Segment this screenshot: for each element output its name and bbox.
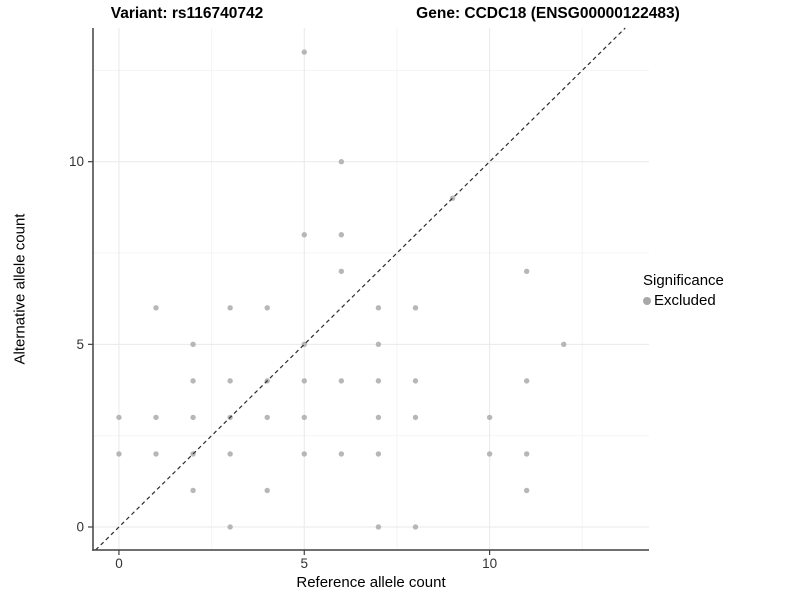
- data-point: [190, 414, 196, 421]
- data-point: [412, 305, 419, 311]
- y-tick-label: 5: [76, 337, 84, 352]
- data-point: [264, 305, 270, 311]
- y-tick-label: 10: [69, 154, 84, 169]
- data-point: [375, 305, 382, 311]
- data-point: [486, 414, 493, 421]
- identity-line: [95, 27, 626, 551]
- data-point: [227, 451, 233, 457]
- data-point: [264, 414, 270, 421]
- data-point: [412, 378, 419, 384]
- data-point: [523, 268, 530, 274]
- legend-title: Significance: [643, 272, 724, 289]
- data-point: [153, 451, 159, 457]
- data-point: [523, 451, 530, 457]
- data-point: [227, 305, 233, 311]
- data-point: [301, 232, 307, 238]
- data-point: [375, 524, 382, 530]
- data-point: [338, 268, 345, 274]
- data-point: [264, 487, 270, 494]
- data-point: [227, 524, 233, 530]
- data-point: [375, 378, 382, 384]
- data-point: [523, 487, 530, 494]
- data-point: [227, 378, 233, 384]
- x-tick-label: 0: [115, 556, 123, 571]
- data-point: [375, 341, 382, 348]
- data-point: [338, 378, 345, 384]
- data-point: [190, 341, 196, 348]
- data-point: [301, 451, 307, 457]
- data-point: [338, 158, 345, 165]
- data-point: [153, 305, 159, 311]
- y-tick-label: 0: [76, 519, 84, 534]
- data-point: [190, 487, 196, 494]
- data-point: [561, 341, 567, 348]
- data-point: [338, 232, 345, 238]
- legend-entry-label: Excluded: [654, 292, 716, 309]
- data-point: [116, 451, 122, 457]
- data-point: [486, 451, 493, 457]
- x-axis-title: Reference allele count: [296, 574, 446, 591]
- gene-title: Gene: CCDC18 (ENSG00000122483): [416, 5, 680, 22]
- legend-entry: Excluded: [643, 292, 724, 309]
- data-point: [301, 414, 307, 421]
- data-point: [412, 414, 419, 421]
- data-point: [375, 451, 382, 457]
- variant-title: Variant: rs116740742: [110, 5, 264, 22]
- data-point: [116, 414, 122, 421]
- data-point: [153, 414, 159, 421]
- data-point: [190, 378, 196, 384]
- data-point: [375, 414, 382, 421]
- x-tick-label: 10: [482, 556, 497, 571]
- data-point: [523, 378, 530, 384]
- legend: Significance Excluded: [643, 272, 724, 309]
- data-point: [301, 378, 307, 384]
- data-point: [412, 524, 419, 530]
- y-axis-title: Alternative allele count: [11, 213, 29, 365]
- data-point: [338, 451, 345, 457]
- legend-point-marker: [643, 296, 651, 305]
- x-tick-label: 5: [301, 556, 309, 571]
- data-point: [301, 49, 307, 55]
